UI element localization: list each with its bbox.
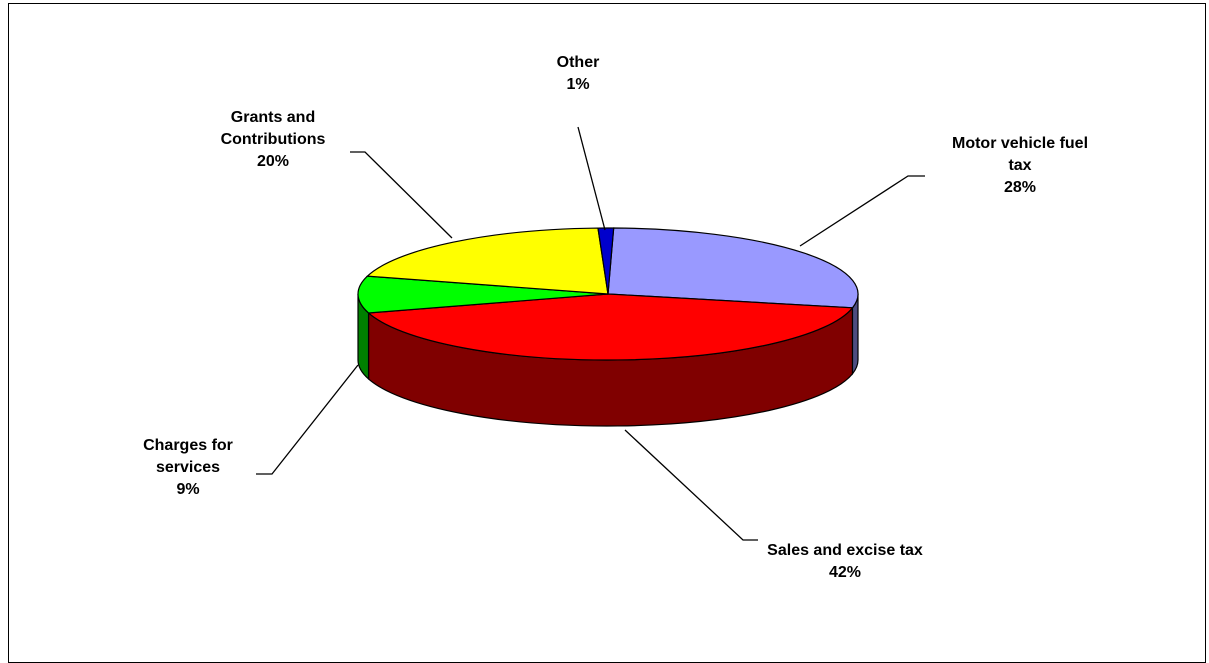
leader-line-charges-for-services <box>256 364 359 475</box>
leader-line-motor-vehicle-fuel-tax <box>799 175 925 247</box>
data-label-percent-charges-for-services: 9% <box>176 481 199 498</box>
data-labels: Motor vehicle fuel tax 28% Sales and excise… <box>143 54 1088 581</box>
slice-charges-for-services <box>357 275 609 314</box>
data-label-name-other: Other <box>557 54 600 71</box>
data-label-name-charges-for-services: services <box>156 459 220 476</box>
slice-other <box>597 227 615 295</box>
data-label-percent-other: 1% <box>566 76 589 93</box>
data-label-name-charges-for-services: Charges for <box>143 437 233 454</box>
data-label-name-motor-vehicle-fuel-tax: Motor vehicle fuel <box>952 135 1088 152</box>
leader-line-other <box>577 126 606 231</box>
data-label-name-sales-and-excise-tax: Sales and excise tax <box>767 542 923 559</box>
pie-chart: Motor vehicle fuel tax 28% Sales and excise… <box>143 54 1088 581</box>
pie-sides <box>357 293 859 427</box>
data-label-name-grants-and-contributions: Grants and <box>231 109 315 126</box>
data-label-name-motor-vehicle-fuel-tax: tax <box>1008 157 1031 174</box>
slice-motor-vehicle-fuel-tax <box>607 227 859 309</box>
slice-grants-and-contributions <box>365 227 609 295</box>
data-label-percent-motor-vehicle-fuel-tax: 28% <box>1004 179 1036 196</box>
data-label-percent-grants-and-contributions: 20% <box>257 153 289 170</box>
leader-line-grants-and-contributions <box>350 151 453 239</box>
data-label-percent-sales-and-excise-tax: 42% <box>829 564 861 581</box>
data-label-name-grants-and-contributions: Contributions <box>221 131 326 148</box>
slice-sales-and-excise-tax <box>367 293 854 361</box>
pie-tops <box>357 227 859 361</box>
leader-line-sales-and-excise-tax <box>624 429 758 541</box>
